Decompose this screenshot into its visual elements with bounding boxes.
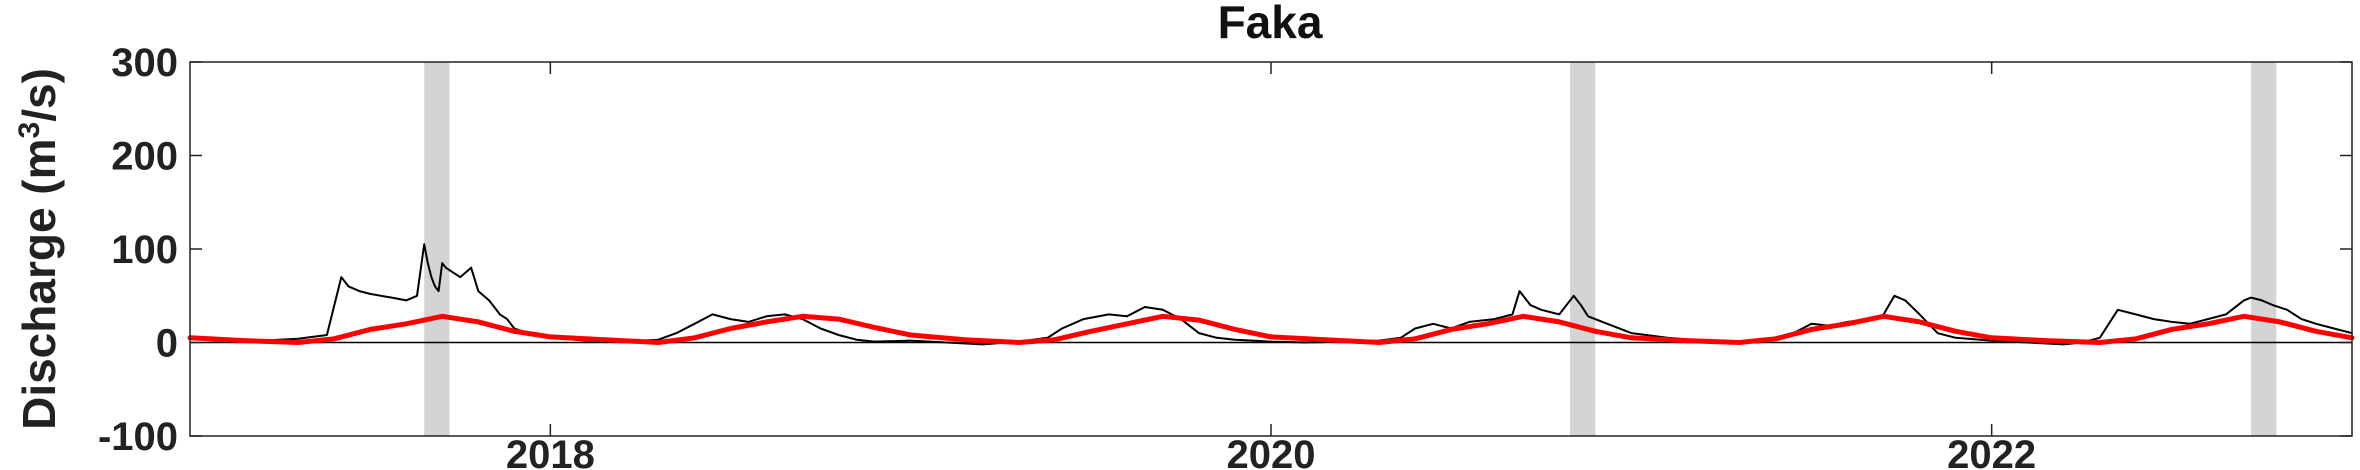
y-tick-label-0: 300 bbox=[111, 41, 178, 85]
y-axis-label-superscript: 3 bbox=[13, 122, 46, 139]
y-axis-label-end: /s) bbox=[13, 68, 65, 122]
chart-title: Faka bbox=[1218, 0, 1323, 48]
shaded-region-0 bbox=[424, 62, 450, 436]
plot-frame bbox=[189, 61, 2353, 437]
shaded-region-2 bbox=[2251, 62, 2277, 436]
y-tick-label-4: -100 bbox=[98, 415, 178, 459]
y-tick-label-3: 0 bbox=[156, 322, 178, 366]
x-ticks: 2018 2020 2022 bbox=[506, 62, 2036, 470]
shaded-regions bbox=[424, 62, 2277, 436]
x-tick-label-0: 2018 bbox=[506, 433, 595, 470]
y-axis-label-main: Discharge (m bbox=[13, 138, 65, 429]
x-tick-label-2: 2022 bbox=[1947, 433, 2036, 470]
y-axis-label: Discharge (m3/s) bbox=[13, 68, 65, 430]
y-ticks: 300 200 100 0 -100 bbox=[98, 41, 2352, 459]
y-tick-label-1: 200 bbox=[111, 135, 178, 179]
x-tick-label-1: 2020 bbox=[1227, 433, 1316, 470]
series-lines bbox=[187, 243, 2355, 346]
series-line-0 bbox=[189, 243, 2353, 346]
shaded-region-1 bbox=[1570, 62, 1596, 436]
y-tick-label-2: 100 bbox=[111, 228, 178, 272]
series-line-1 bbox=[187, 313, 2355, 345]
